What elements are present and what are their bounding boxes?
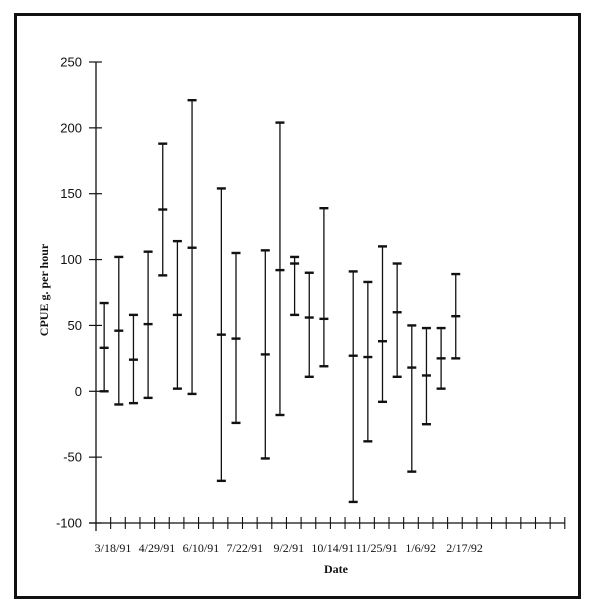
error-bar: [114, 255, 124, 406]
x-tick-label: 6/10/91: [183, 541, 220, 555]
error-bar: [158, 142, 168, 277]
x-tick-label: 2/17/92: [446, 541, 483, 555]
error-bar: [451, 272, 461, 360]
error-bar: [260, 249, 270, 460]
x-tick-label: 4/29/91: [139, 541, 176, 555]
error-bars: [99, 98, 461, 504]
error-bar: [407, 324, 417, 473]
y-tick-label: -100: [56, 516, 82, 531]
x-tick-label: 10/14/91: [311, 541, 354, 555]
error-bar: [363, 280, 373, 443]
x-tick-label: 9/2/91: [273, 541, 304, 555]
error-bar: [172, 239, 182, 390]
error-bar: [319, 207, 329, 368]
error-bar: [392, 262, 402, 378]
x-tick-label: 7/22/91: [227, 541, 264, 555]
error-bar: [436, 326, 446, 390]
error-bar: [290, 255, 300, 317]
x-axis-title: Date: [324, 562, 349, 576]
error-bar: [143, 250, 153, 400]
x-axis: 3/18/91 4/29/91 6/10/91 7/22/91 9/2/91 10/14/…: [89, 517, 566, 555]
error-bar: [216, 187, 226, 483]
x-tick-label: 3/18/91: [95, 541, 132, 555]
error-bar: [378, 245, 387, 404]
error-bar: [304, 271, 314, 378]
error-bar: [231, 251, 241, 425]
y-tick-label: 0: [75, 384, 82, 399]
y-axis: 250 200 150 100 50 0 -50 -100: [56, 55, 102, 531]
error-bar: [128, 313, 138, 405]
y-tick-label: 200: [60, 120, 82, 135]
y-axis-title: CPUE g. per hour: [37, 243, 51, 336]
y-tick-label: 150: [60, 186, 82, 201]
y-tick-label: 250: [60, 55, 82, 70]
error-bar: [187, 98, 197, 396]
y-tick-label: 100: [60, 252, 82, 267]
error-bar: [275, 121, 285, 417]
y-tick-label: -50: [63, 450, 82, 465]
error-bar: [99, 301, 109, 393]
y-tick-label: 50: [68, 318, 82, 333]
x-tick-label: 11/25/91: [356, 541, 398, 555]
error-bar: [348, 270, 358, 504]
error-bar: [421, 326, 431, 426]
chart-frame: [14, 13, 581, 599]
x-tick-label: 1/6/92: [405, 541, 436, 555]
